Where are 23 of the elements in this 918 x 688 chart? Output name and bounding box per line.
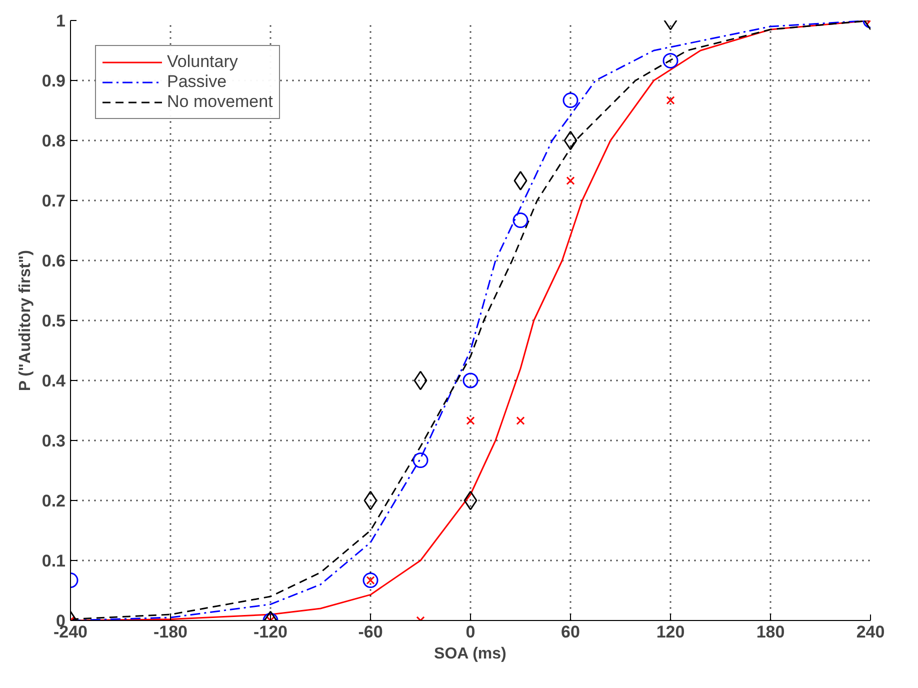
x-axis-title: SOA (ms) — [434, 646, 506, 662]
y-tick-label: 1 — [56, 12, 66, 30]
x-tick-label: -120 — [253, 622, 288, 642]
legend-label: No movement — [167, 92, 273, 112]
y-tick-label: 0.5 — [42, 312, 66, 330]
legend-label: Passive — [167, 72, 227, 92]
y-axis-title: P ("Auditory first") — [16, 250, 34, 392]
y-tick-label: 0.2 — [42, 492, 66, 510]
x-tick-label: 120 — [656, 622, 685, 642]
y-tick-label: 0.7 — [42, 192, 66, 210]
x-tick-label: -180 — [153, 622, 188, 642]
x-tick-label: 180 — [756, 622, 785, 642]
y-tick-label: 0.3 — [42, 432, 66, 450]
y-tick-label: 0.8 — [42, 132, 66, 150]
x-tick-label: 60 — [561, 622, 580, 642]
x-tick-label: 0 — [466, 622, 476, 642]
x-tick-label: 240 — [856, 622, 885, 642]
y-tick-label: 0.6 — [42, 252, 66, 270]
y-tick-label: 0.4 — [42, 372, 66, 390]
y-tick-label: 0.9 — [42, 72, 66, 90]
legend-label: Voluntary — [167, 52, 238, 72]
y-tick-label: 0.1 — [42, 552, 66, 570]
x-tick-label: -60 — [358, 622, 383, 642]
